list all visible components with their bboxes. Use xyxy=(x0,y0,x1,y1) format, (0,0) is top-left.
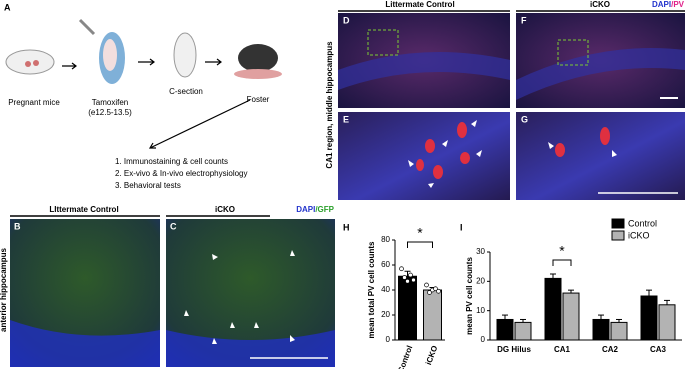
panel-label: C xyxy=(170,221,177,231)
bar xyxy=(658,304,676,341)
step-label: C-section xyxy=(169,87,203,96)
legend-label: Control xyxy=(628,218,657,228)
x-tick-label: CA1 xyxy=(554,345,571,354)
step-label: (e12.5-13.5) xyxy=(88,108,132,117)
legend-swatch xyxy=(611,230,625,241)
arrowheads xyxy=(184,250,295,344)
bar xyxy=(562,292,580,341)
stain-legend: DAPI/GFP xyxy=(296,205,334,214)
step-label: Pregnant mice xyxy=(8,98,60,107)
legend-swatch xyxy=(611,218,625,229)
bar xyxy=(496,318,514,341)
outcome: 2. Ex-vivo & In-vivo electrophysiology xyxy=(115,169,248,178)
stain: DAPI xyxy=(652,0,671,9)
data-point xyxy=(436,288,441,294)
y-tick-label: 30 xyxy=(476,247,485,256)
y-tick-label: 60 xyxy=(381,260,390,269)
x-tick-label: iCKO xyxy=(424,344,439,366)
data-point xyxy=(408,272,413,278)
bar xyxy=(610,321,628,341)
data-point xyxy=(433,286,438,292)
mouse-icon xyxy=(5,18,282,84)
panel-label: F xyxy=(521,15,527,25)
panel-label: G xyxy=(521,114,528,124)
x-tick-label: Control xyxy=(396,344,414,369)
micrograph xyxy=(338,112,510,200)
panel-label: H xyxy=(343,222,350,232)
panel-label: A xyxy=(4,2,11,12)
step-label: Tamoxifen xyxy=(92,98,128,107)
x-tick-label: DG Hilus xyxy=(497,345,531,354)
stain: /GFP xyxy=(315,205,334,214)
side-label: anterior hippocampus xyxy=(0,247,8,332)
stain: /PV xyxy=(671,0,685,9)
stain-legend: DAPI/PV xyxy=(652,0,685,9)
inset-box xyxy=(367,29,399,56)
bar xyxy=(398,275,417,341)
step-label: Foster xyxy=(247,95,270,104)
y-tick-label: 0 xyxy=(481,335,486,344)
y-axis-label: mean PV cell counts xyxy=(465,257,474,335)
legend-label: iCKO xyxy=(628,230,650,240)
bar xyxy=(514,321,532,341)
bar xyxy=(544,277,562,341)
inset-box xyxy=(557,39,589,66)
significance-bracket xyxy=(407,241,433,248)
y-tick-label: 10 xyxy=(476,306,485,315)
bar xyxy=(423,289,442,341)
x-tick-label: CA2 xyxy=(602,345,619,354)
stain: DAPI xyxy=(296,205,315,214)
y-tick-label: 0 xyxy=(386,335,391,344)
outcome: 3. Behavioral tests xyxy=(115,181,181,190)
data-point xyxy=(405,278,410,284)
outcome: 1. Immunostaining & cell counts xyxy=(115,157,228,166)
panel-label: I xyxy=(460,222,463,232)
panel-title: iCKO xyxy=(590,0,610,9)
y-tick-label: 80 xyxy=(381,235,390,244)
cell-layer xyxy=(10,320,160,367)
panel-label: E xyxy=(343,114,349,124)
data-point xyxy=(427,290,432,295)
panel-title: Littermate Control xyxy=(385,0,454,9)
micrograph xyxy=(516,112,685,200)
bar xyxy=(592,318,610,341)
significance-bracket xyxy=(552,259,572,266)
side-label: CA1 region, middle hippocampus xyxy=(325,41,334,169)
cell-layer xyxy=(516,48,685,100)
panel-label: B xyxy=(14,221,21,231)
x-tick-label: CA3 xyxy=(650,345,667,354)
panel-title: LIttermate Control xyxy=(49,205,118,214)
bar xyxy=(640,295,658,341)
data-point xyxy=(399,266,404,272)
cell-layer xyxy=(338,52,510,90)
panel-title: iCKO xyxy=(215,205,235,214)
y-tick-label: 40 xyxy=(381,285,390,294)
data-point xyxy=(402,275,407,280)
y-tick-label: 20 xyxy=(476,276,485,285)
pv-cells xyxy=(416,122,610,179)
y-axis-label: mean total PV cell counts xyxy=(367,241,376,338)
arrowheads xyxy=(408,120,617,188)
y-tick-label: 20 xyxy=(381,310,390,319)
panel-label: D xyxy=(343,15,350,25)
significance: * xyxy=(417,225,423,241)
data-point xyxy=(411,277,416,283)
arrows xyxy=(62,58,251,149)
significance: * xyxy=(559,243,565,259)
data-point xyxy=(424,282,429,288)
